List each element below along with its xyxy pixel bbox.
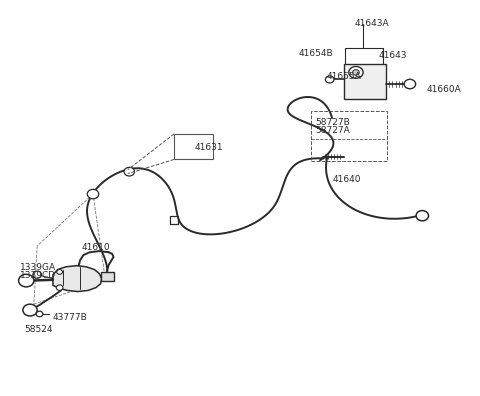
- Bar: [101, 272, 114, 281]
- Text: 41654B: 41654B: [298, 49, 333, 58]
- Circle shape: [353, 70, 360, 75]
- Circle shape: [57, 270, 62, 274]
- Text: 41610: 41610: [82, 243, 110, 251]
- Text: 58727A: 58727A: [315, 126, 350, 135]
- Polygon shape: [53, 266, 102, 291]
- Bar: [344, 63, 386, 99]
- Text: 41643: 41643: [378, 51, 407, 60]
- Bar: [311, 112, 387, 161]
- Text: 41655A: 41655A: [327, 72, 361, 82]
- Circle shape: [87, 189, 99, 199]
- Circle shape: [19, 274, 34, 287]
- Circle shape: [56, 285, 63, 290]
- Text: 58727B: 58727B: [315, 118, 350, 127]
- Text: 58524: 58524: [24, 325, 53, 334]
- Circle shape: [325, 76, 334, 83]
- Text: 41660A: 41660A: [426, 86, 461, 94]
- Circle shape: [416, 211, 429, 221]
- Bar: [174, 134, 213, 160]
- Circle shape: [36, 311, 43, 317]
- Text: 41631: 41631: [195, 143, 223, 152]
- Text: 1339GA: 1339GA: [20, 263, 56, 272]
- Text: 43777B: 43777B: [53, 313, 88, 322]
- Text: 41640: 41640: [333, 175, 361, 184]
- Circle shape: [124, 168, 134, 176]
- Circle shape: [404, 79, 416, 89]
- Circle shape: [23, 304, 37, 316]
- Circle shape: [33, 271, 41, 278]
- Circle shape: [349, 67, 363, 78]
- Text: 41643A: 41643A: [355, 19, 389, 27]
- Text: 1339CD: 1339CD: [20, 271, 56, 280]
